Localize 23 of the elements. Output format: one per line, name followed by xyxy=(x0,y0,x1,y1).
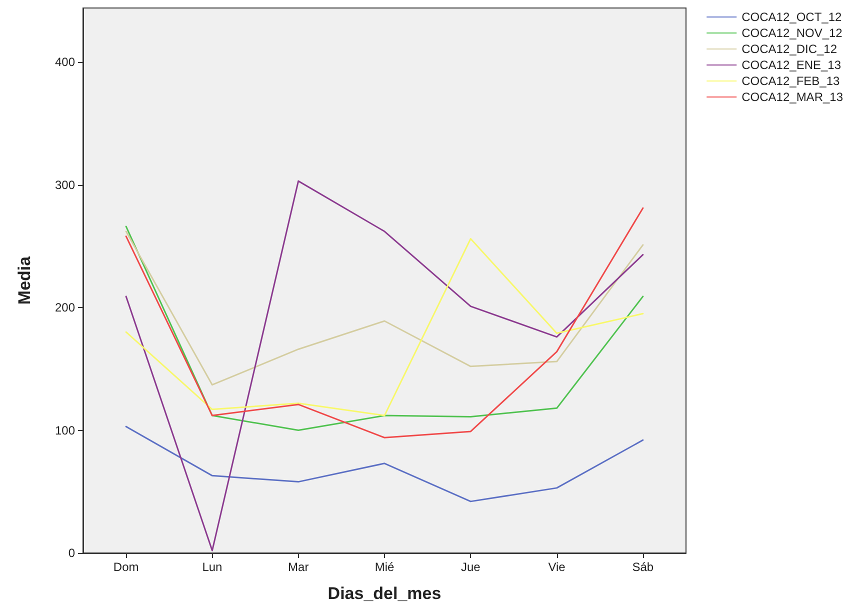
x-tick-label: Lun xyxy=(202,560,222,574)
line-series xyxy=(125,230,644,386)
legend-label: COCA12_ENE_13 xyxy=(742,58,842,72)
x-tick-label: Jue xyxy=(460,560,481,574)
y-tick-label: 0 xyxy=(68,546,76,560)
y-tick-label: 400 xyxy=(54,55,76,70)
legend-label: COCA12_OCT_12 xyxy=(742,10,842,24)
x-tick-label: Vie xyxy=(548,560,566,574)
y-tick-label: 100 xyxy=(54,423,76,438)
legend-label: COCA12_FEB_13 xyxy=(742,74,840,88)
line-series xyxy=(125,180,644,552)
x-tick-label: Mié xyxy=(374,560,394,574)
x-tick-label: Mar xyxy=(288,560,309,574)
legend-label: COCA12_MAR_13 xyxy=(742,90,844,104)
y-tick-label: 200 xyxy=(54,300,76,315)
x-tick-label: Dom xyxy=(113,560,139,574)
x-axis-title: Dias_del_mes xyxy=(328,584,442,603)
x-tick-label: Sáb xyxy=(632,560,654,574)
y-axis-title: Media xyxy=(15,256,34,305)
line-series xyxy=(125,426,644,502)
legend-label: COCA12_NOV_12 xyxy=(742,26,843,40)
legend-label: COCA12_DIC_12 xyxy=(742,42,838,56)
y-tick-label: 300 xyxy=(54,178,76,192)
